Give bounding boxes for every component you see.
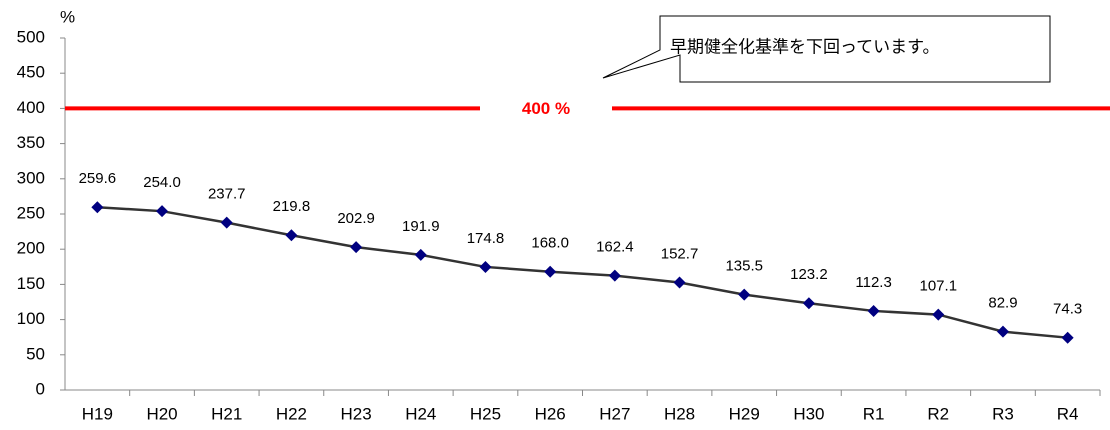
x-tick-label: H26 [535, 404, 566, 423]
reference-label: 400 % [522, 99, 570, 118]
marker [156, 205, 169, 218]
x-tick-label: H23 [341, 404, 372, 423]
marker [673, 276, 686, 289]
x-tick-label: R1 [863, 404, 885, 423]
value-label: 219.8 [273, 198, 311, 215]
marker [414, 248, 427, 261]
x-tick-label: H30 [793, 404, 824, 423]
marker [479, 260, 492, 273]
y-tick-label: 150 [17, 274, 45, 293]
marker [350, 241, 363, 254]
y-unit: % [60, 7, 75, 26]
y-tick-label: 500 [17, 27, 45, 46]
marker [285, 229, 298, 242]
marker [544, 265, 557, 278]
x-tick-label: H29 [729, 404, 760, 423]
x-tick-label: H25 [470, 404, 501, 423]
value-label: 74.3 [1053, 301, 1082, 318]
x-tick-label: H22 [276, 404, 307, 423]
x-tick-label: H24 [405, 404, 436, 423]
annotation: 早期健全化基準を下回っています。 [670, 37, 939, 56]
y-tick-label: 350 [17, 133, 45, 152]
value-label: 123.2 [790, 266, 828, 283]
marker [867, 304, 880, 317]
x-tick-label: H20 [146, 404, 177, 423]
value-label: 112.3 [855, 274, 891, 291]
value-label: 82.9 [988, 295, 1017, 312]
y-tick-label: 0 [36, 379, 45, 398]
x-tick-label: R4 [1057, 404, 1079, 423]
marker [608, 269, 621, 282]
x-tick-label: H28 [664, 404, 695, 423]
value-label: 162.4 [596, 239, 634, 256]
y-tick-label: 250 [17, 203, 45, 222]
y-tick-label: 50 [26, 344, 45, 363]
x-tick-label: H27 [599, 404, 630, 423]
y-tick-label: 450 [17, 63, 45, 82]
marker [1061, 331, 1074, 344]
line [97, 205, 1068, 339]
value-label: 254.0 [143, 174, 181, 191]
value-label: 152.7 [661, 245, 699, 262]
x-tick-label: R2 [927, 404, 949, 423]
value-label: 135.5 [725, 258, 763, 275]
value-label: 168.0 [531, 235, 569, 252]
value-label: 202.9 [337, 210, 375, 227]
x-tick-label: H19 [82, 404, 113, 423]
marker [932, 308, 945, 321]
value-label: 107.1 [920, 278, 958, 295]
marker [738, 288, 751, 301]
value-label: 259.6 [79, 170, 117, 187]
marker [802, 297, 815, 310]
marker [91, 201, 104, 214]
value-label: 237.7 [208, 186, 246, 203]
y-tick-label: 200 [17, 239, 45, 258]
y-tick-label: 400 [17, 98, 45, 117]
marker [996, 325, 1009, 338]
marker [220, 216, 233, 229]
value-label: 191.9 [402, 218, 440, 235]
y-tick-label: 300 [17, 168, 45, 187]
x-tick-label: H21 [211, 404, 242, 423]
x-tick-label: R3 [992, 404, 1014, 423]
value-label: 174.8 [467, 230, 505, 247]
callout-box [602, 15, 1051, 83]
y-tick-label: 100 [17, 309, 45, 328]
